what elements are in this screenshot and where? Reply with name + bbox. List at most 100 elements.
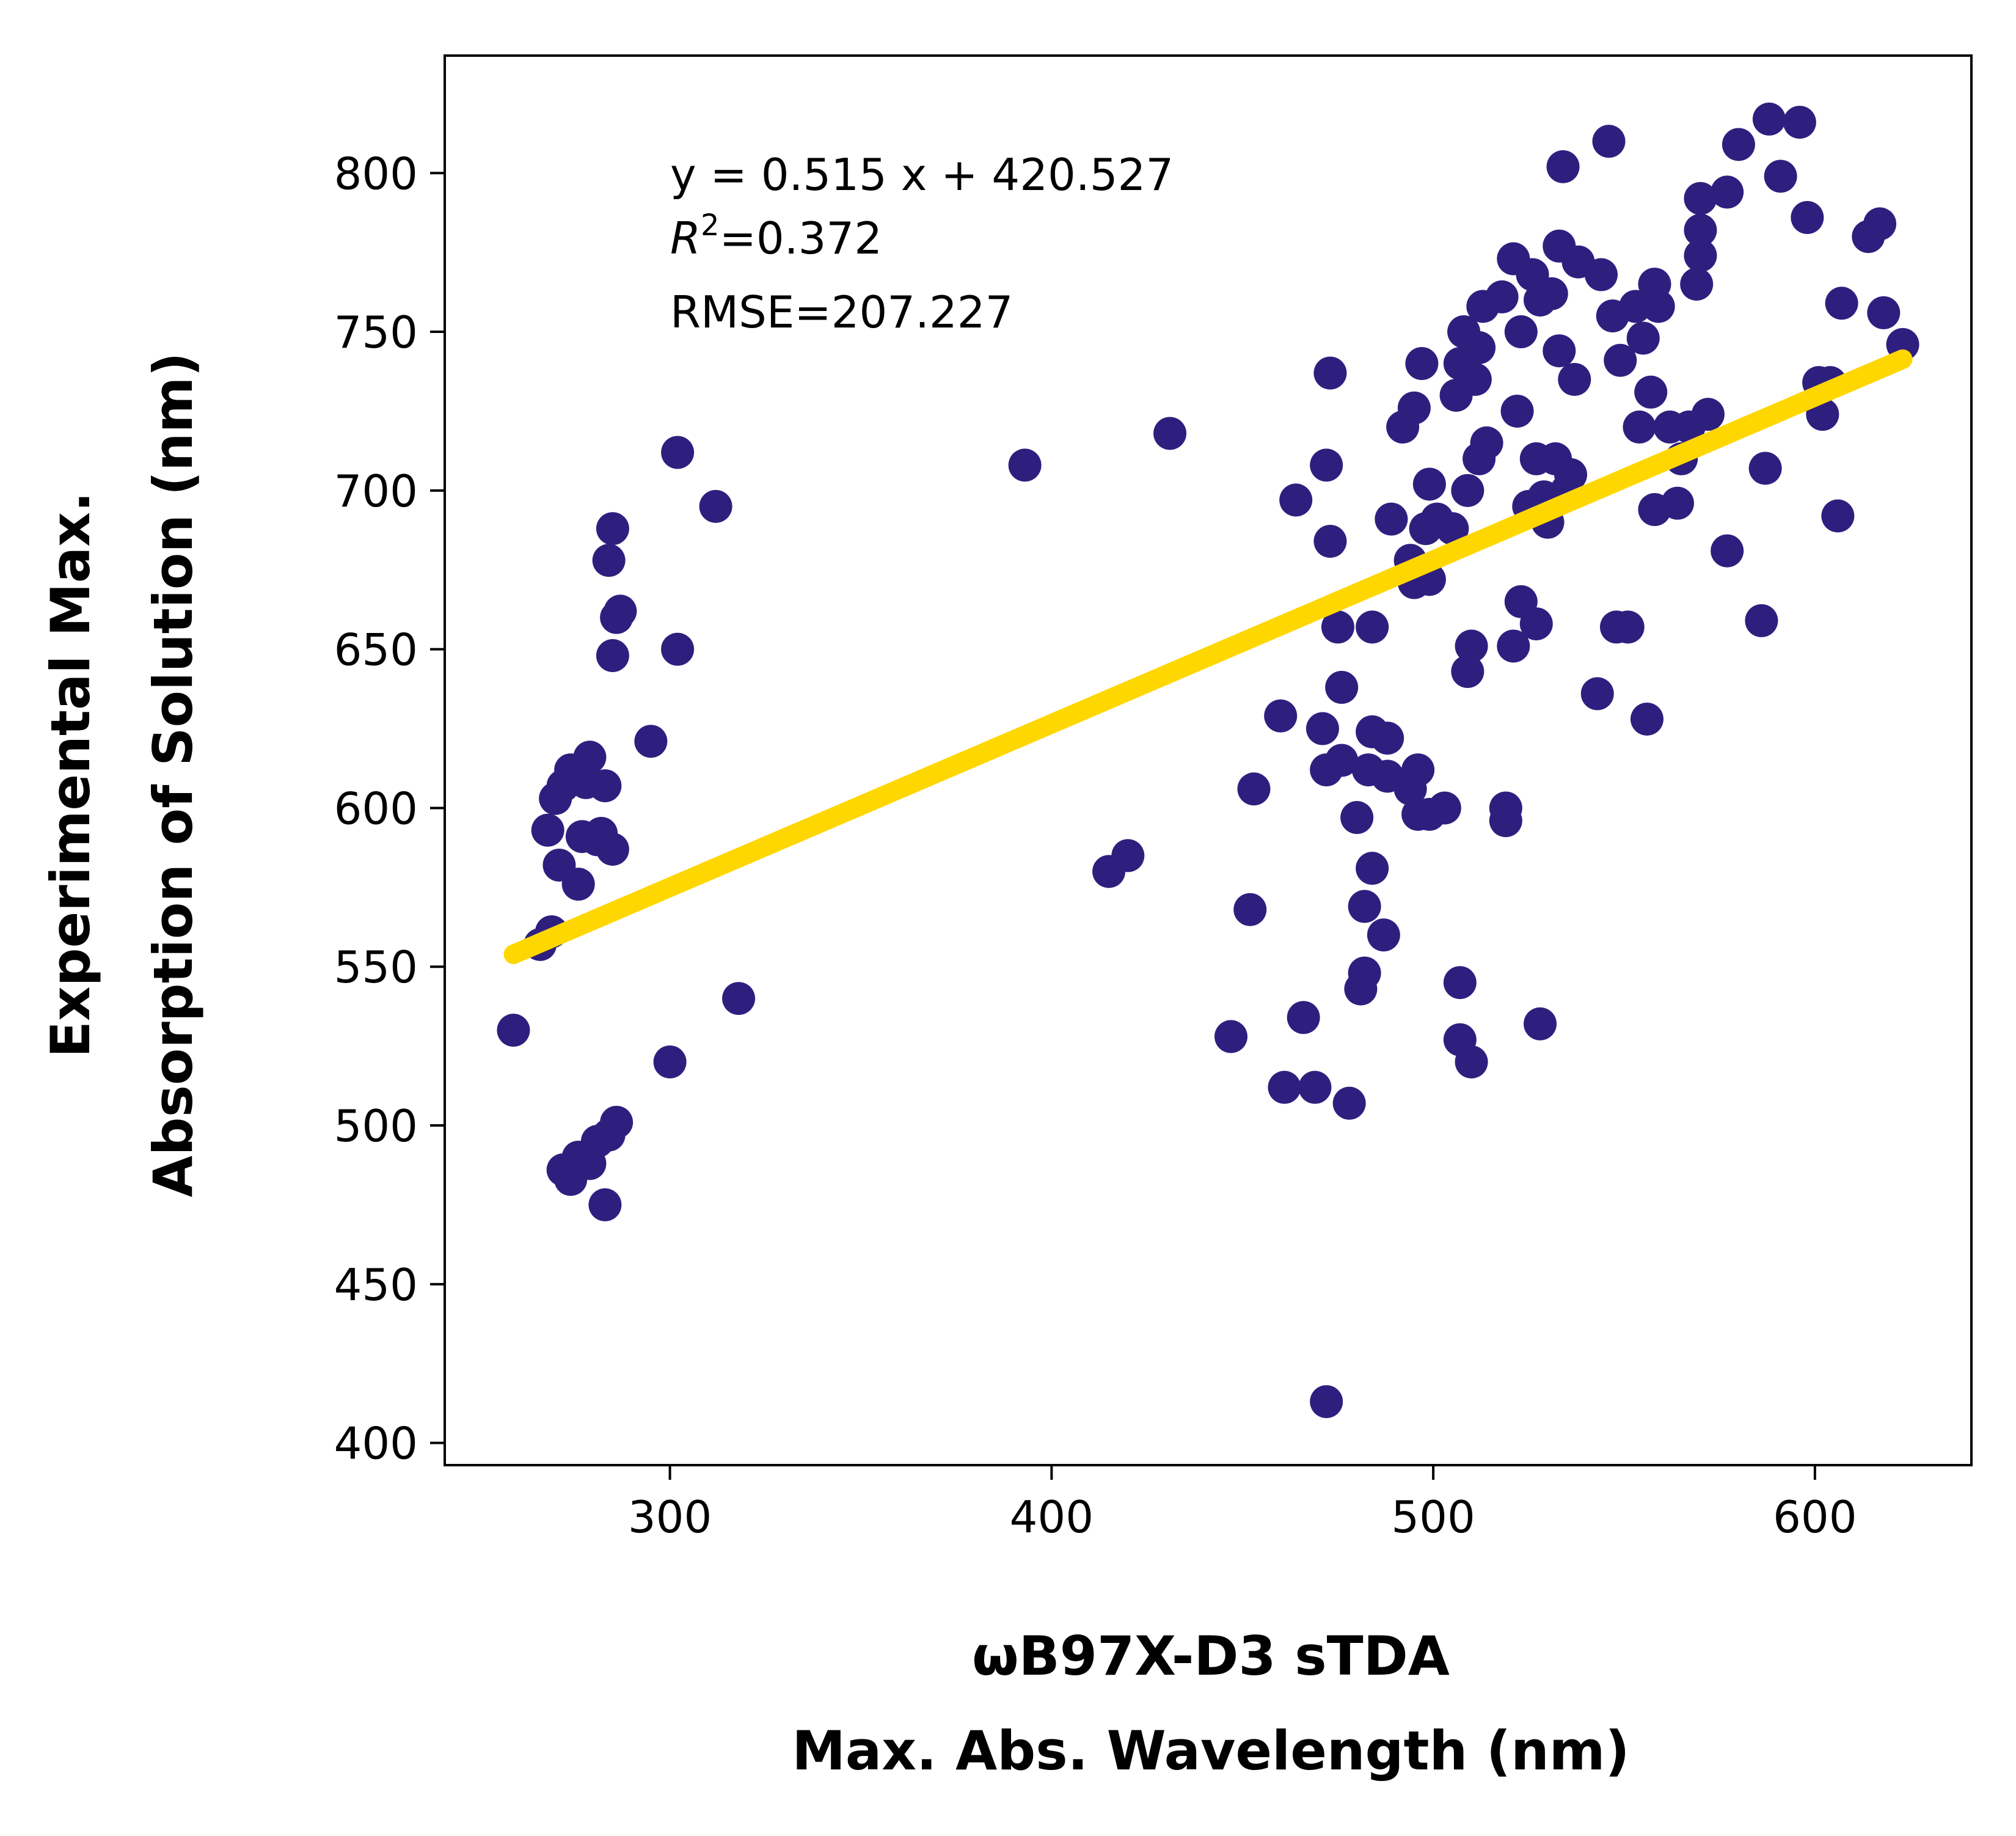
y-tick-label: 650 [334,624,418,676]
data-point [1485,280,1519,313]
data-point [722,982,756,1015]
data-point [1519,607,1553,641]
data-point [1630,702,1664,736]
y-tick-label: 800 [334,148,418,199]
y-tick-label: 550 [334,942,418,993]
data-point [1791,200,1824,234]
data-point [1356,852,1389,885]
data-point [1310,448,1343,482]
data-point [634,725,668,758]
data-point [1397,391,1431,425]
rmse-label: RMSE=207.227 [670,287,1013,338]
data-point [1463,331,1496,365]
data-point [1489,804,1522,838]
data-point [1237,772,1271,806]
data-point [588,769,622,803]
data-point [1722,128,1755,161]
data-point [1711,175,1744,209]
data-point [1153,417,1187,450]
fit-line [503,349,1913,964]
data-point [1592,125,1626,158]
y-tick-label: 400 [334,1418,418,1469]
data-point [1340,801,1374,835]
data-point [531,813,564,847]
data-point [1436,512,1469,546]
data-point [1825,287,1858,320]
data-point [1554,458,1588,491]
x-tick-label: 600 [1773,1491,1857,1543]
data-point [1458,362,1492,396]
fit-equation: y = 0.515 x + 420.527 [670,149,1174,200]
y-axis-title-line1: Experimental Max. [39,492,102,1058]
data-point [1367,918,1400,952]
data-point [1306,712,1339,745]
data-point [1611,610,1645,644]
plot-frame [444,54,1973,1466]
data-point [1443,966,1477,1000]
data-point [1764,159,1797,193]
data-point [1748,452,1782,485]
data-point [1604,343,1637,377]
data-point [596,512,629,546]
data-point [604,594,637,628]
data-point [699,489,732,523]
data-point [661,436,695,469]
data-point [1375,502,1408,536]
data-point [1584,258,1618,291]
y-axis-ticks: 400 450 500 550 600 650 700 750 800 [334,148,445,1469]
data-point [1684,213,1717,247]
data-point [1626,321,1660,355]
x-tick-label: 400 [1010,1491,1094,1543]
data-point [1543,334,1576,368]
data-point [1867,296,1901,329]
data-point [1680,268,1714,301]
data-point [573,741,607,774]
data-point [1356,610,1389,644]
y-tick-label: 750 [334,307,418,358]
y-tick-label: 600 [334,783,418,834]
r-squared-label: R2=0.372 [670,208,882,264]
x-axis-title-line2: Max. Abs. Wavelength (nm) [792,1719,1629,1782]
data-point [1684,239,1717,272]
x-tick-label: 300 [628,1491,712,1543]
data-point [1268,1070,1301,1104]
data-point [1412,467,1446,501]
data-point [1863,207,1897,241]
data-point [1214,1020,1247,1053]
data-point [661,632,695,666]
data-point [1455,629,1488,663]
data-point [1405,347,1439,381]
data-point [1500,394,1534,428]
data-point [1684,181,1717,215]
data-point [1580,677,1614,711]
data-point [497,1014,530,1047]
data-point [1008,448,1042,482]
data-point [1451,474,1485,507]
data-point [1619,290,1653,323]
data-point [1279,483,1313,517]
x-axis-title-line1: ωB97X-D3 sTDA [972,1625,1450,1688]
data-point [1634,375,1668,409]
y-axis-title-line2: Absorption of Solution (nm) [142,352,205,1197]
r-symbol: R [670,213,701,264]
data-point [1428,791,1461,825]
data-point [1332,1086,1366,1120]
data-point [561,868,595,901]
data-point [1310,1385,1343,1419]
data-point [1524,1007,1557,1041]
r-squared-value: =0.372 [720,213,882,264]
data-point [592,544,626,577]
data-point [1752,102,1786,136]
fit-line-layer [503,349,1913,964]
data-point [1321,610,1354,644]
data-point [1264,699,1298,733]
data-point [1642,290,1675,323]
data-point [1371,722,1404,755]
data-point [1470,426,1503,459]
y-tick-label: 450 [334,1259,418,1311]
data-point [1711,534,1744,568]
data-point [1325,744,1359,777]
data-point [1535,277,1568,310]
data-point [1451,655,1485,689]
